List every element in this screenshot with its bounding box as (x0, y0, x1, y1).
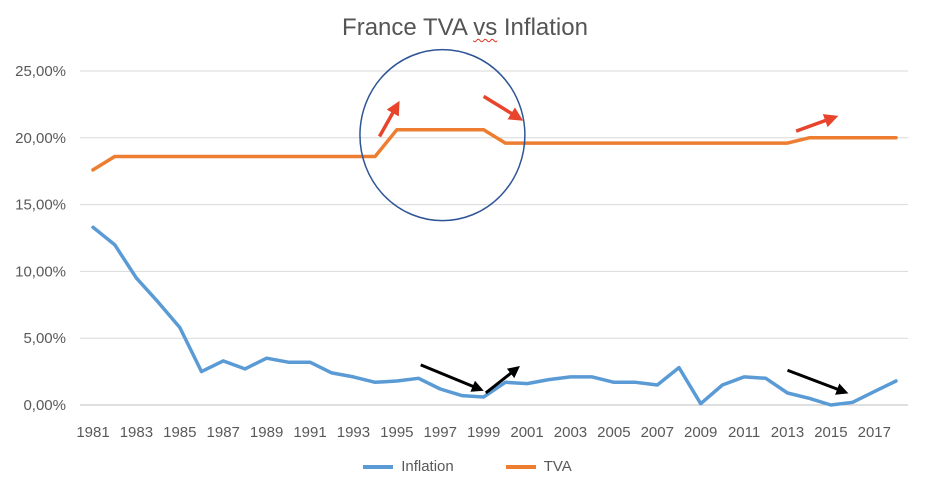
x-tick-label: 2005 (597, 424, 630, 441)
gridlines (80, 70, 908, 406)
black-arrow (786, 368, 849, 395)
x-axis: 1981 1983 1985 1987 1989 1991 1993 1995 1997 1999… (76, 424, 891, 441)
x-tick-label: 2007 (641, 424, 674, 441)
x-tick-label: 2003 (554, 424, 587, 441)
y-tick-label: 5,00% (23, 330, 66, 347)
y-tick-label: 0,00% (23, 397, 66, 414)
legend-item-tva: TVA (505, 458, 572, 475)
red-arrow (377, 100, 400, 138)
x-tick-label: 1993 (337, 424, 370, 441)
series-line-inflation (91, 225, 898, 407)
x-tick-label: 1995 (380, 424, 413, 441)
legend-label-tva: TVA (543, 458, 572, 475)
x-tick-label: 1991 (293, 424, 326, 441)
x-tick-label: 1981 (76, 424, 109, 441)
x-tick-label: 1985 (163, 424, 196, 441)
x-tick-label: 1983 (120, 424, 153, 441)
chart-title: France TVA vs Inflation (0, 14, 930, 42)
chart-title-underlined-word: vs (473, 14, 498, 41)
x-tick-label: 1989 (250, 424, 283, 441)
series-line-tva (91, 128, 898, 172)
black-arrow (484, 365, 520, 395)
y-tick-label: 15,00% (15, 197, 66, 214)
plot-area (91, 128, 898, 407)
highlight-circle (359, 48, 526, 222)
legend-label-inflation: Inflation (401, 458, 454, 475)
x-tick-label: 1999 (467, 424, 500, 441)
legend-swatch-tva (505, 464, 536, 469)
chart-title-before: France TVA (342, 14, 474, 41)
y-tick-label: 25,00% (15, 63, 66, 80)
x-tick-label: 2009 (684, 424, 717, 441)
x-tick-label: 2015 (814, 424, 847, 441)
chart-title-after: Inflation (497, 14, 588, 41)
x-tick-label: 2001 (510, 424, 543, 441)
y-axis: 0,00% 5,00% 10,00% 15,00% 20,00% 25,00% (15, 63, 66, 414)
x-tick-label: 2011 (728, 424, 760, 441)
red-arrow (795, 114, 839, 133)
legend-swatch-inflation (363, 464, 394, 469)
y-tick-label: 10,00% (15, 263, 66, 280)
x-tick-label: 2013 (771, 424, 804, 441)
x-tick-label: 2017 (858, 424, 891, 441)
legend-item-inflation: Inflation (363, 458, 454, 475)
annotations (359, 48, 849, 395)
black-arrow (420, 363, 484, 392)
y-tick-label: 20,00% (15, 130, 66, 147)
x-tick-label: 1987 (207, 424, 240, 441)
x-tick-label: 1997 (424, 424, 457, 441)
legend: Inflation TVA (0, 458, 935, 475)
red-arrow (482, 94, 524, 121)
